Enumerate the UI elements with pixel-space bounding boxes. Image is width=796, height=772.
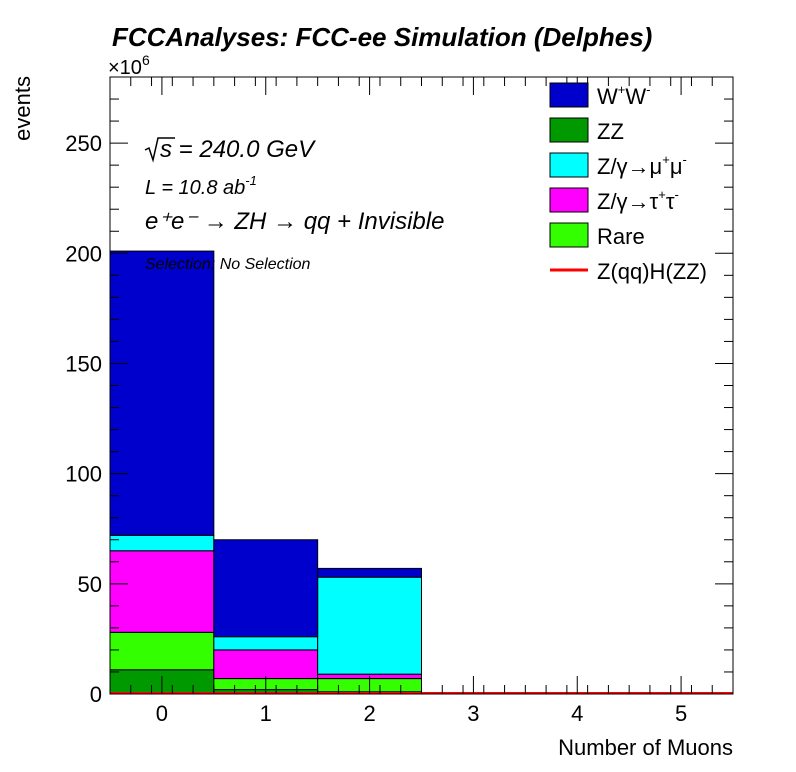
sqrt-symbol (144, 137, 175, 163)
x-tick-label: 0 (156, 701, 168, 726)
legend-label: Z/γ→μ+μ- (597, 152, 687, 179)
bar-segment (109, 550, 215, 633)
x-tick-label: 5 (675, 701, 687, 726)
y-tick-label: 0 (90, 682, 102, 707)
legend-entry-signal: Z(qq)H(ZZ) (550, 259, 707, 284)
lumi-text: L = 10.8 ab (145, 177, 245, 199)
legend-swatch (549, 152, 589, 178)
bar-segment (213, 539, 319, 638)
bar-segment (109, 534, 215, 552)
x-axis-label: Number of Muons (558, 735, 733, 760)
bar-segment (109, 250, 215, 536)
x-tick-label: 3 (467, 701, 479, 726)
x-tick-label: 1 (260, 701, 272, 726)
y-tick-label: 50 (78, 572, 102, 597)
legend-label: ZZ (597, 119, 624, 144)
legend-swatch (549, 82, 589, 108)
y-tick-label: 150 (65, 351, 102, 376)
process-annotation: e⁺e⁻ → ZH → qq + Invisible (145, 208, 444, 235)
legend-entry-zmumu: Z/γ→μ+μ- (549, 152, 687, 179)
y-multiplier-base: ×10 (108, 57, 142, 79)
legend-label: W+W- (597, 82, 650, 109)
chart-title: FCCAnalyses: FCC-ee Simulation (Delphes) (112, 22, 652, 52)
y-tick-label: 100 (65, 462, 102, 487)
lumi-exp: -1 (245, 173, 257, 188)
x-tick-label: 2 (363, 701, 375, 726)
y-tick-label: 250 (65, 131, 102, 156)
legend-label: Rare (597, 224, 645, 249)
y-multiplier-exp: 6 (142, 52, 150, 68)
legend-entry-rare: Rare (549, 222, 645, 249)
legend-swatch (549, 222, 589, 248)
legend-label: Z(qq)H(ZZ) (597, 259, 707, 284)
x-tick-label: 4 (571, 701, 583, 726)
y-axis-label: events (10, 76, 35, 141)
y-axis-multiplier: ×106 (108, 52, 150, 79)
bar-segment (317, 576, 422, 675)
y-tick-label: 200 (65, 241, 102, 266)
bar-segment (317, 567, 422, 578)
bar-segment (109, 631, 215, 671)
legend-entry-zz: ZZ (549, 117, 624, 144)
luminosity-annotation: L = 10.8 ab-1 (145, 173, 257, 199)
selection-annotation: Selection: No Selection (145, 256, 311, 273)
legend-label: Z/γ→τ+τ- (597, 187, 679, 214)
legend-swatch (549, 117, 589, 143)
bar-segment (213, 649, 319, 680)
annotations: s = 240.0 GeV L = 10.8 ab-1 e⁺e⁻ → ZH → … (144, 136, 444, 273)
legend-swatch (549, 187, 589, 213)
legend-entry-ztautau: Z/γ→τ+τ- (549, 187, 679, 214)
legend: W+W- ZZ Z/γ→μ+μ- Z/γ→τ+τ- Rare Z(qq)H(ZZ) (549, 82, 707, 284)
legend-entry-ww: W+W- (549, 82, 650, 109)
sqrt-s-annotation: s = 240.0 GeV (160, 136, 316, 163)
bar-segment (213, 636, 319, 651)
